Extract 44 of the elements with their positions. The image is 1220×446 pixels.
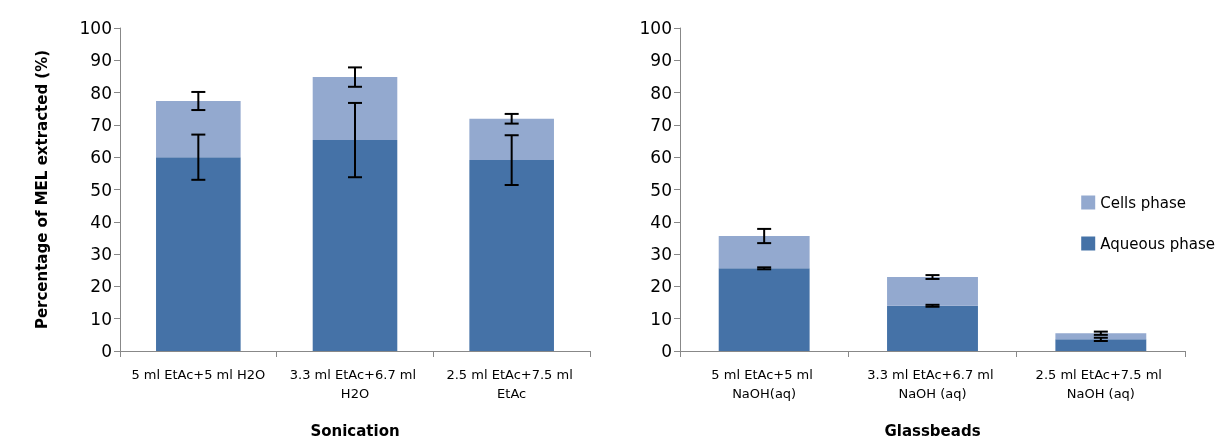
y-tick-label: 40: [650, 211, 672, 232]
y-tick-label: 0: [101, 341, 112, 361]
y-tick-label: 50: [90, 179, 112, 200]
bar: [718, 236, 810, 269]
bar: [312, 77, 398, 141]
y-tick-label: 30: [650, 244, 672, 265]
x-tick-label: 3.3 ml EtAc+6.7 ml NaOH (aq): [867, 367, 998, 401]
bar: [156, 101, 241, 158]
y-tick-label: 20: [90, 276, 112, 297]
bar: [887, 305, 978, 351]
x-tick-label: 2.5 ml EtAc+7.5 ml NaOH (aq): [1035, 367, 1167, 401]
bar: [469, 160, 554, 351]
x-axis-title: Glassbeads: [884, 421, 981, 440]
y-tick-label: 10: [650, 308, 672, 329]
y-tick-label: 90: [650, 50, 672, 71]
y-axis-title: Percentage of MEL extracted (%): [33, 49, 51, 330]
bar: [718, 268, 810, 351]
y-tick-label: 90: [90, 50, 112, 71]
bar: [887, 277, 978, 306]
y-tick-label: 50: [650, 179, 672, 200]
bar: [469, 118, 554, 161]
x-tick-label: 5 ml EtAc+5 ml H2O: [131, 367, 266, 382]
x-axis-title: Sonication: [310, 421, 400, 440]
legend-label: Cells phase: [1100, 193, 1187, 212]
y-tick-label: 20: [650, 276, 672, 297]
legend-label: Aqueous phase: [1100, 234, 1216, 253]
x-tick-label: 5 ml EtAc+5 ml NaOH(aq): [711, 367, 817, 401]
y-tick-label: 100: [639, 18, 672, 38]
y-tick-label: 60: [90, 147, 112, 168]
y-tick-label: 80: [90, 82, 112, 103]
y-tick-label: 40: [90, 211, 112, 232]
bar: [156, 157, 241, 351]
y-tick-label: 70: [90, 114, 112, 135]
x-tick-label: 2.5 ml EtAc+7.5 ml EtAc: [446, 367, 577, 401]
y-tick-label: 30: [90, 244, 112, 265]
x-tick-label: 3.3 ml EtAc+6.7 ml H2O: [289, 367, 421, 401]
y-tick-label: 10: [90, 308, 112, 329]
y-tick-label: 0: [661, 341, 672, 361]
y-tick-label: 70: [650, 114, 672, 135]
bar: [312, 140, 398, 351]
y-tick-label: 80: [650, 82, 672, 103]
y-tick-label: 100: [79, 18, 112, 38]
y-tick-label: 60: [650, 147, 672, 168]
bar: [1055, 339, 1147, 351]
